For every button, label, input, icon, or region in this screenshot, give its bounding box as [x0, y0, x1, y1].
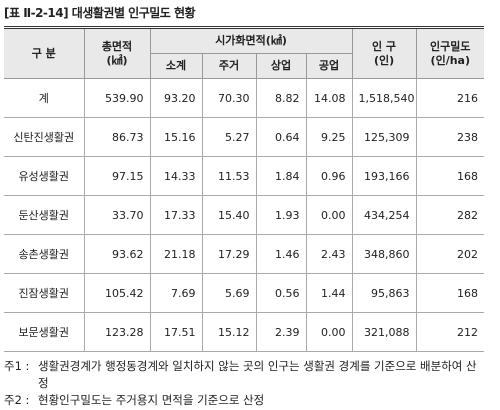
cell: 17.51: [149, 312, 203, 352]
cell: 348,860: [351, 234, 417, 274]
row-label: 진잠생활권: [4, 273, 85, 313]
cell: 8.82: [255, 78, 307, 118]
table-title: [표 Ⅱ-2-14] 대생활권별 인구밀도 현황: [4, 6, 196, 20]
row-label: 보문생활권: [4, 312, 85, 352]
cell: 15.16: [149, 117, 203, 157]
cell: 0.64: [255, 117, 307, 157]
header-line: 인구밀도: [430, 39, 471, 53]
note-text: 생활권경계가 행정동경계와 일치하지 않는 곳의 인구는 생활권 경계를 기준으…: [38, 359, 477, 390]
table-row: 유성생활권 97.15 14.33 11.53 1.84 0.96 193,166 168: [4, 156, 485, 196]
cell: 0.96: [305, 156, 353, 196]
cell: 238: [415, 117, 485, 157]
cell: 33.70: [83, 195, 151, 235]
header-cell: 주거: [201, 53, 257, 79]
cell: 17.29: [201, 234, 257, 274]
row-label: 유성생활권: [4, 156, 85, 196]
note: 주2 : 현황인구밀도는 주거용지 면적을 기준으로 산정: [4, 392, 484, 409]
cell: 1.84: [255, 156, 307, 196]
cell: 216: [415, 78, 485, 118]
cell: 202: [415, 234, 485, 274]
cell: 282: [415, 195, 485, 235]
cell: 14.33: [149, 156, 203, 196]
cell: 2.39: [255, 312, 307, 352]
cell: 21.18: [149, 234, 203, 274]
cell: 5.69: [201, 273, 257, 313]
header-cell: 상업: [255, 53, 307, 79]
table-row: 신탄진생활권 86.73 15.16 5.27 0.64 9.25 125,309 238: [4, 117, 485, 157]
cell: 15.40: [201, 195, 257, 235]
cell: 5.27: [201, 117, 257, 157]
note-text: 현황인구밀도는 주거용지 면적을 기준으로 산정: [38, 393, 265, 407]
data-table: 구 분 총면적 (㎢) 시가화면적(㎢) 인 구 (인) 인구밀도 (인/ha) 소계…: [4, 26, 485, 352]
cell: 168: [415, 273, 485, 313]
cell: 93.20: [149, 78, 203, 118]
header-cell: 공업: [305, 53, 353, 79]
row-label: 둔산생활권: [4, 195, 85, 235]
cell: 7.69: [149, 273, 203, 313]
cell: 11.53: [201, 156, 257, 196]
cell: 0.00: [305, 195, 353, 235]
row-label: 송촌생활권: [4, 234, 85, 274]
cell: 434,254: [351, 195, 417, 235]
table-row: 진잠생활권 105.42 7.69 5.69 0.56 1.44 95,863 168: [4, 273, 485, 313]
table-row: 송촌생활권 93.62 21.18 17.29 1.46 2.43 348,860 202: [4, 234, 485, 274]
cell: 97.15: [83, 156, 151, 196]
cell: 0.56: [255, 273, 307, 313]
notes: 주1 : 생활권경계가 행정동경계와 일치하지 않는 곳의 인구는 생활권 경계를…: [4, 358, 484, 409]
cell: 193,166: [351, 156, 417, 196]
note-label: 주1 :: [4, 359, 30, 373]
header-cell: 구 분: [4, 27, 85, 79]
cell: 1.44: [305, 273, 353, 313]
header-cell: 총면적 (㎢): [83, 27, 151, 79]
cell: 15.12: [201, 312, 257, 352]
cell: 0.00: [305, 312, 353, 352]
cell: 212: [415, 312, 485, 352]
header-cell: 인 구 (인): [351, 27, 417, 79]
header-cell: 인구밀도 (인/ha): [415, 27, 485, 79]
cell: 1.93: [255, 195, 307, 235]
header-cell: 소계: [150, 53, 203, 79]
cell: 125,309: [351, 117, 417, 157]
cell: 70.30: [201, 78, 257, 118]
table-row: 계 539.90 93.20 70.30 8.82 14.08 1,518,540 216: [4, 78, 485, 118]
header-line: (인): [373, 53, 395, 67]
cell: 93.62: [83, 234, 151, 274]
header-line: (인/ha): [430, 53, 470, 67]
header-line: (㎢): [106, 53, 128, 67]
header-line: 총면적: [101, 39, 133, 53]
table-row: 둔산생활권 33.70 17.33 15.40 1.93 0.00 434,254 282: [4, 195, 485, 235]
cell: 14.08: [305, 78, 353, 118]
cell: 17.33: [149, 195, 203, 235]
header-cell: 시가화면적(㎢): [149, 27, 353, 54]
cell: 123.28: [83, 312, 151, 352]
row-label: 계: [4, 78, 85, 118]
cell: 168: [415, 156, 485, 196]
note-label: 주2 :: [4, 393, 30, 407]
header-line: 인 구: [371, 39, 397, 53]
cell: 105.42: [83, 273, 151, 313]
note: 주1 : 생활권경계가 행정동경계와 일치하지 않는 곳의 인구는 생활권 경계를…: [4, 358, 484, 392]
cell: 2.43: [305, 234, 353, 274]
cell: 1.46: [255, 234, 307, 274]
cell: 1,518,540: [351, 78, 417, 118]
row-label: 신탄진생활권: [4, 117, 85, 157]
cell: 539.90: [83, 78, 151, 118]
cell: 321,088: [351, 312, 417, 352]
cell: 9.25: [305, 117, 353, 157]
cell: 86.73: [83, 117, 151, 157]
cell: 95,863: [351, 273, 417, 313]
table-row: 보문생활권 123.28 17.51 15.12 2.39 0.00 321,088 212: [4, 312, 485, 352]
